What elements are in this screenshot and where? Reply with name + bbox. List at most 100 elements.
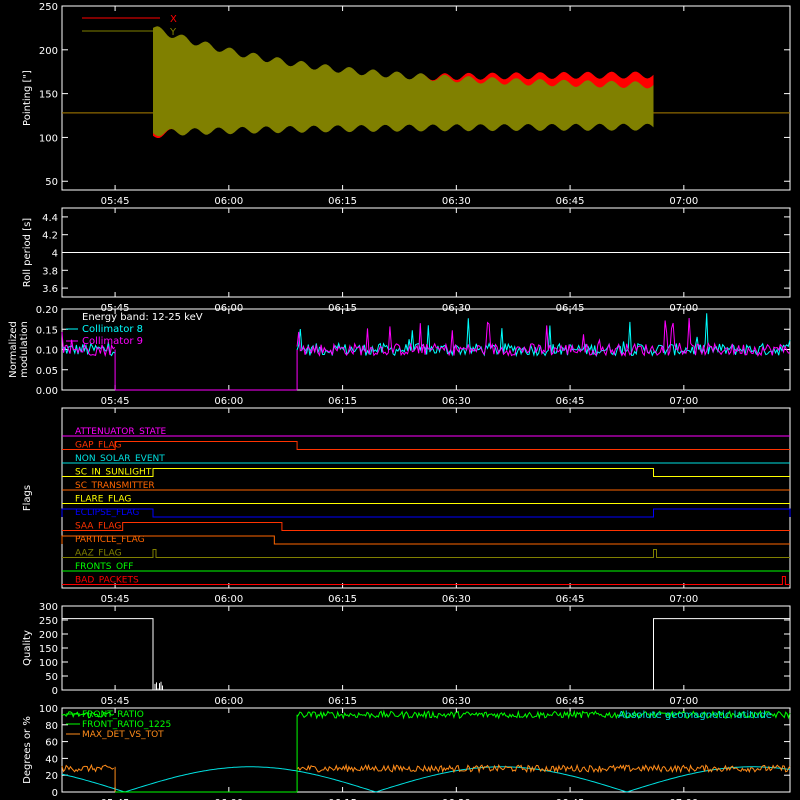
x-tick-label: 05:45 [101, 396, 130, 407]
x-tick-label: 06:45 [556, 696, 585, 707]
flag-label: ECLIPSE_FLAG [75, 508, 139, 518]
y-axis-label-line1: Normalized [8, 321, 19, 378]
x-tick-label: 06:15 [328, 594, 357, 605]
y-tick-label: 60 [45, 738, 58, 749]
flag-label: FLARE_FLAG [75, 495, 131, 505]
flag-label: ATTENUATOR_STATE [75, 427, 167, 437]
y-tick-label: 100 [39, 658, 58, 669]
panel-frame [61, 5, 791, 191]
x-tick-label: 05:45 [101, 196, 130, 207]
series-line-collimator-9 [61, 331, 116, 358]
annotation-latitude: Absolute geomagnetic latitude [618, 710, 772, 721]
y-tick-label: 4.4 [42, 213, 58, 224]
flag-line [62, 549, 790, 558]
series-line-collimator-8 [296, 313, 791, 358]
x-tick-label: 07:00 [669, 594, 698, 605]
y-tick-label: 200 [39, 46, 58, 57]
flag-label: AAZ_FLAG [75, 549, 122, 559]
y-tick-label: 3.6 [42, 284, 58, 295]
flag-label: FRONTS_OFF [75, 562, 133, 572]
x-tick-label: 07:00 [669, 798, 698, 800]
y-tick-label: 0 [52, 686, 58, 697]
x-tick-label: 06:30 [442, 196, 471, 207]
y-axis-label: Pointing ["] [22, 70, 33, 126]
x-tick-label: 05:45 [101, 798, 130, 800]
flag-line [61, 535, 790, 545]
x-tick-label: 06:00 [214, 594, 243, 605]
series-line-max_det_vs_tot [296, 763, 791, 774]
y-tick-label: 40 [45, 754, 58, 765]
flag-line [62, 468, 790, 477]
y-tick-label: 0 [52, 788, 58, 799]
x-tick-label: 07:00 [669, 396, 698, 407]
y-tick-label: 3.8 [42, 266, 58, 277]
x-tick-label: 06:15 [328, 396, 357, 407]
y-tick-label: 0.00 [36, 386, 58, 397]
x-tick-label: 06:00 [214, 196, 243, 207]
flag-label: SAA_FLAG [75, 522, 121, 532]
x-tick-label: 05:45 [101, 696, 130, 707]
x-tick-label: 06:15 [328, 196, 357, 207]
y-tick-label: 150 [39, 644, 58, 655]
quality-segment [61, 618, 154, 690]
y-tick-label: 100 [39, 704, 58, 715]
flag-label: GAP_FLAG [75, 441, 121, 451]
y-tick-label: 200 [39, 630, 58, 641]
legend-label: FRONT_RATIO_1225 [82, 720, 171, 730]
y-tick-label: 80 [45, 721, 58, 732]
y-axis-label: Degrees or % [22, 716, 33, 784]
y-tick-label: 0.05 [36, 366, 58, 377]
y-tick-label: 4.2 [42, 231, 58, 242]
x-tick-label: 06:45 [556, 196, 585, 207]
x-tick-label: 06:30 [442, 696, 471, 707]
x-tick-label: 07:00 [669, 196, 698, 207]
y-axis-label: Roll period [s] [22, 218, 33, 287]
y-tick-label: 300 [39, 602, 58, 613]
x-tick-label: 05:45 [101, 594, 130, 605]
y-tick-label: 150 [39, 90, 58, 101]
y-tick-label: 250 [39, 2, 58, 13]
x-tick-label: 06:45 [556, 798, 585, 800]
series-line-front_ratio [296, 709, 791, 720]
x-tick-label: 06:15 [328, 798, 357, 800]
y-tick-label: 50 [45, 672, 58, 683]
y-tick-label: 0.10 [36, 346, 58, 357]
y-tick-label: 50 [45, 177, 58, 188]
x-tick-label: 06:00 [214, 396, 243, 407]
x-tick-label: 06:00 [214, 798, 243, 800]
panel-frame [61, 407, 791, 589]
y-axis-label: Quality [22, 630, 33, 666]
legend-label: Collimator 8 [82, 324, 143, 335]
legend-label: X [170, 14, 177, 25]
y-tick-label: 100 [39, 133, 58, 144]
x-tick-label: 06:30 [442, 396, 471, 407]
flag-line [62, 441, 790, 450]
x-tick-label: 06:45 [556, 396, 585, 407]
flag-line [62, 522, 790, 531]
latitude-curve [61, 766, 791, 793]
legend-label: Collimator 9 [82, 336, 143, 347]
y-axis-label: Flags [22, 485, 33, 511]
panel-frame [61, 707, 791, 793]
y-tick-label: 20 [45, 771, 58, 782]
flag-line [61, 508, 791, 518]
annotation-energy-band: Energy band: 12-25 keV [82, 312, 203, 323]
x-tick-label: 06:15 [328, 696, 357, 707]
y-tick-label: 4 [52, 249, 58, 260]
x-tick-label: 06:45 [556, 594, 585, 605]
series-line-collimator-9 [296, 317, 790, 358]
flag-line [62, 576, 790, 585]
flag-label: NON_SOLAR_EVENT [75, 454, 165, 464]
flag-label: BAD_PACKETS [75, 576, 139, 586]
y-axis-label-line2: modulation [19, 321, 30, 378]
legend-label: FRONT_RATIO [82, 710, 144, 720]
y-tick-label: 250 [39, 616, 58, 627]
y-tick-label: 0.20 [36, 305, 58, 316]
flag-label: SC_TRANSMITTER [75, 481, 155, 491]
x-tick-label: 06:30 [442, 594, 471, 605]
quality-segment [653, 618, 791, 690]
x-tick-label: 07:00 [669, 696, 698, 707]
legend-label: MAX_DET_VS_TOT [82, 730, 164, 740]
